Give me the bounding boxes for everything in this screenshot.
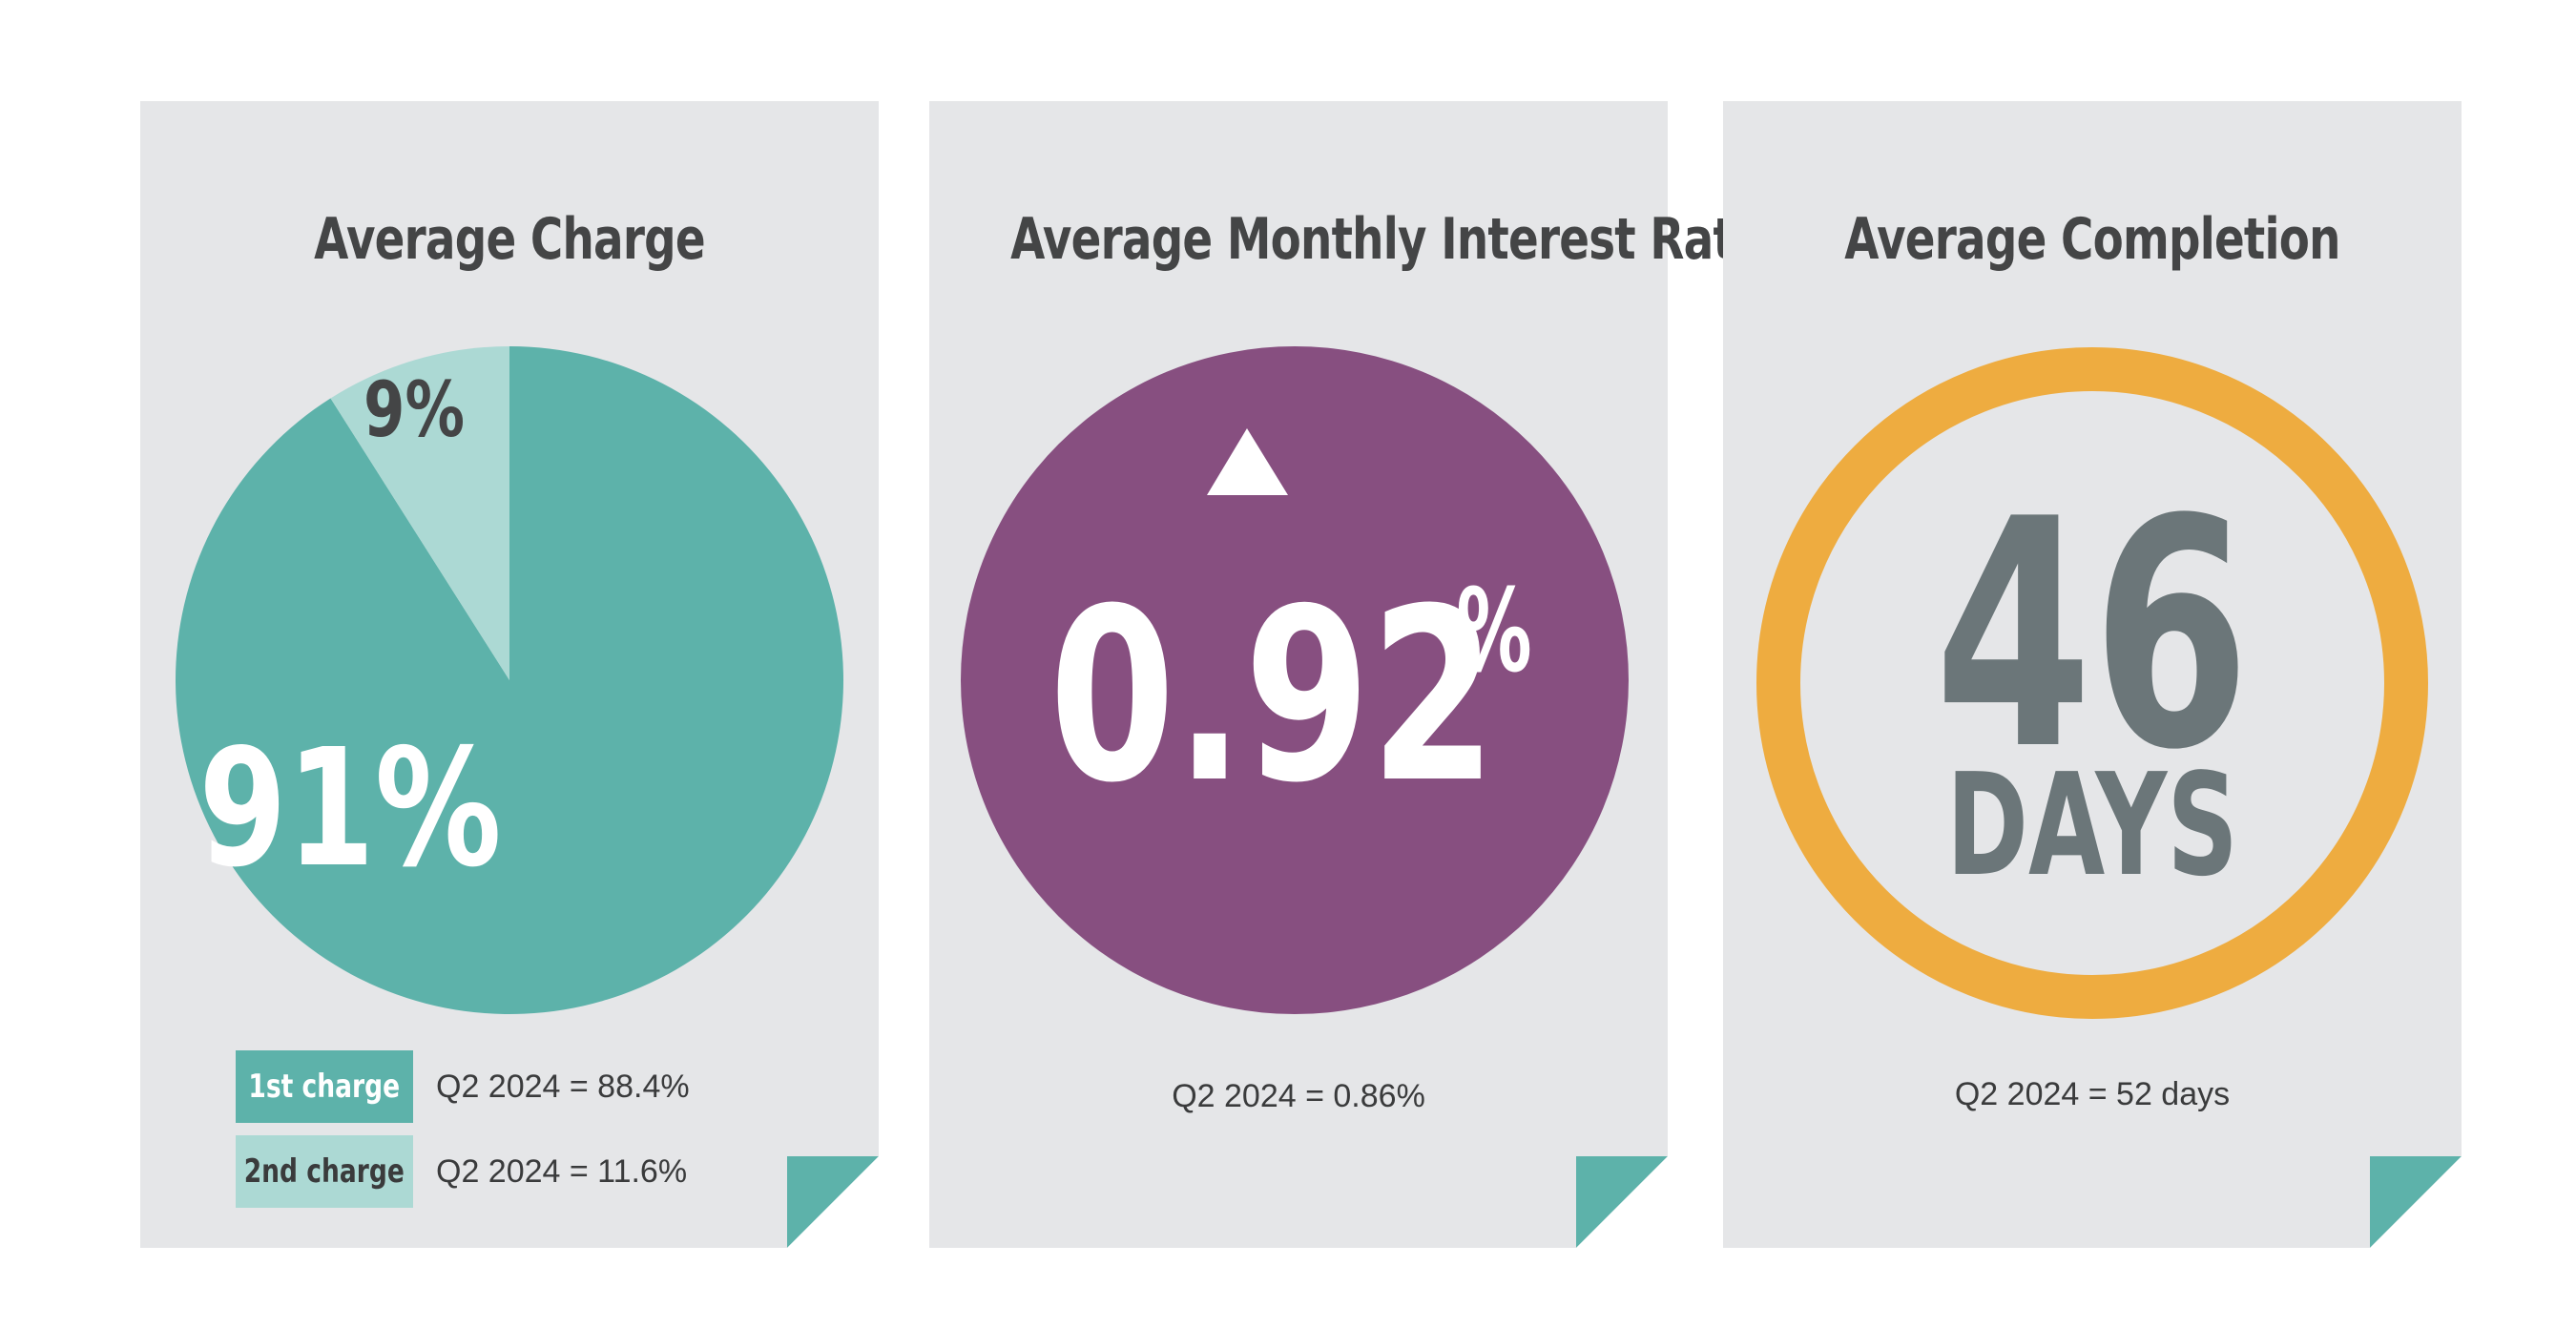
rate-circle-bg <box>961 346 1629 1014</box>
completion-ring-stroke <box>1756 347 2428 1019</box>
completion-ring: 46 DAYS <box>1756 347 2428 1019</box>
card-title: Average Completion <box>1844 206 2340 273</box>
page-fold-icon <box>2370 1156 2462 1248</box>
slice-label-2nd-charge: 9% <box>364 364 465 454</box>
pie-chart: 91% 9% <box>175 346 843 1014</box>
slice-label-1st-charge: 91% <box>198 714 501 903</box>
page-fold-icon <box>787 1156 879 1248</box>
rate-comparison: Q2 2024 = 0.86% <box>1172 1078 1425 1114</box>
average-charge-card: Average Charge 91% 9% 1st charge Q2 2024… <box>140 101 879 1248</box>
page-fold-icon <box>1576 1156 1668 1248</box>
interest-rate-card: Average Monthly Interest Rate 0.92 % Q2 … <box>929 101 1764 1248</box>
completion-value: 46 <box>1935 452 2251 819</box>
legend-value-1st-charge: Q2 2024 = 88.4% <box>436 1069 690 1105</box>
rate-circle: 0.92 % <box>961 346 1629 1014</box>
completion-comparison: Q2 2024 = 52 days <box>1954 1076 2231 1112</box>
legend-swatch-1st-charge: 1st charge <box>236 1050 413 1123</box>
pie-slice-1st-charge <box>175 346 843 1014</box>
card-title: Average Charge <box>314 206 705 273</box>
rate-value: 0.92 <box>1049 558 1497 835</box>
legend-value-2nd-charge: Q2 2024 = 11.6% <box>436 1153 688 1190</box>
pie-slice-2nd-charge <box>330 346 509 680</box>
legend-swatch-2nd-charge: 2nd charge <box>236 1135 413 1208</box>
rate-unit: % <box>1456 565 1531 697</box>
up-triangle-icon <box>1207 428 1288 495</box>
completion-unit: DAYS <box>1946 743 2238 908</box>
completion-card: Average Completion 46 DAYS Q2 2024 = 52 … <box>1723 101 2462 1248</box>
